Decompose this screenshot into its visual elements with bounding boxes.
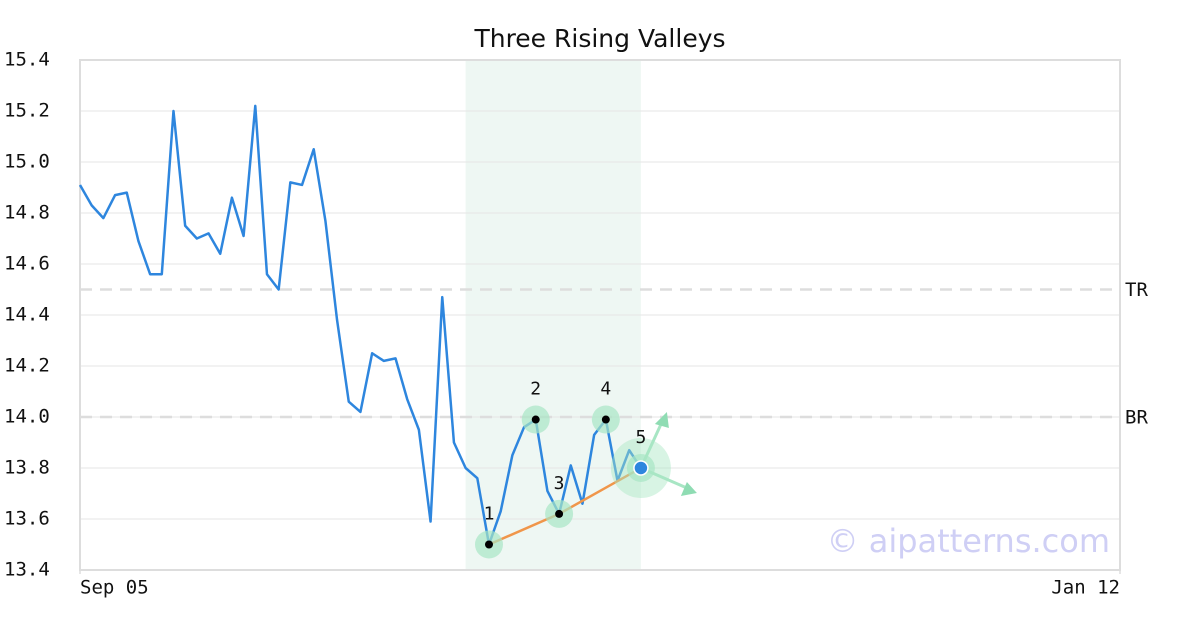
level-label: TR (1125, 279, 1148, 301)
y-tick-label: 14.2 (4, 355, 50, 377)
y-tick-label: 13.6 (4, 508, 50, 530)
y-tick-label: 14.0 (4, 406, 50, 428)
point-label: 5 (635, 427, 646, 448)
pattern-point (601, 415, 610, 424)
point-label: 1 (484, 504, 495, 525)
level-label: BR (1125, 407, 1148, 429)
pattern-point (633, 460, 649, 476)
y-tick-label: 15.0 (4, 151, 50, 173)
x-tick-label: Jan 12 (1051, 577, 1120, 599)
arrow-head (680, 482, 697, 496)
point-label: 4 (600, 379, 611, 400)
y-tick-label: 15.4 (4, 49, 50, 71)
y-tick-label: 13.8 (4, 457, 50, 479)
x-tick-label: Sep 05 (80, 577, 149, 599)
plot-border (79, 59, 1121, 571)
y-tick-label: 14.8 (4, 202, 50, 224)
watermark: © aipatterns.com (827, 522, 1110, 560)
y-tick-label: 13.4 (4, 559, 50, 581)
arrow-head (654, 412, 669, 428)
y-tick-label: 15.2 (4, 100, 50, 122)
y-tick-label: 14.6 (4, 253, 50, 275)
point-label: 2 (530, 379, 541, 400)
pattern-point (484, 540, 493, 549)
series-line (78, 104, 642, 546)
pattern-point (555, 509, 564, 518)
point-label: 3 (554, 473, 565, 494)
y-tick-label: 14.4 (4, 304, 50, 326)
chart-title: Three Rising Valleys (473, 24, 725, 53)
pattern-point (531, 415, 540, 424)
